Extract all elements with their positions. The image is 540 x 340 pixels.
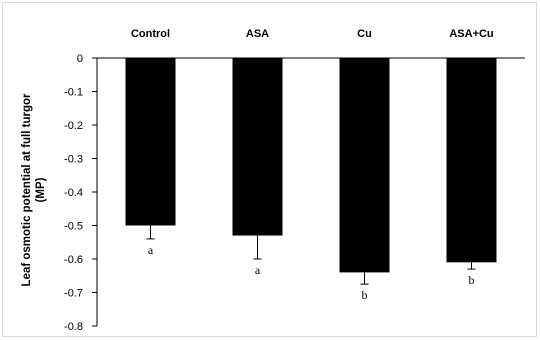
category-label: ASA+Cu [449, 28, 493, 40]
y-tick-label: -0.4 [64, 187, 83, 199]
y-tick-label: -0.2 [64, 120, 83, 132]
bar-cu [339, 58, 390, 273]
significance-letter: a [148, 243, 154, 257]
y-tick-label: -0.1 [64, 87, 83, 99]
category-labels: Control ASA Cu ASA+Cu [131, 28, 494, 40]
category-label: ASA [246, 28, 269, 40]
significance-letter: a [255, 263, 261, 277]
significance-letters: a a b b [148, 243, 475, 302]
bars [125, 58, 497, 273]
y-tick-label: -0.3 [64, 154, 83, 166]
category-label: Cu [357, 28, 372, 40]
error-bars [146, 225, 476, 285]
bar-asa-cu [446, 58, 497, 263]
bar-control [125, 58, 176, 226]
y-tick-label: -0.6 [64, 254, 83, 266]
y-tick-label: 0 [77, 53, 83, 65]
y-tick-label: -0.8 [64, 321, 83, 333]
significance-letter: b [362, 288, 368, 302]
y-axis-label-line2: (MP) [35, 177, 47, 202]
y-tick-label: -0.5 [64, 221, 83, 233]
y-axis-label-line1: Leaf osmotic potential at full turgor [21, 93, 33, 286]
bar-asa [232, 58, 283, 236]
category-label: Control [131, 28, 170, 40]
significance-letter: b [469, 273, 475, 287]
y-axis-ticks: 0 -0.1 -0.2 -0.3 -0.4 -0.5 -0.6 -0.7 -0.8 [64, 53, 97, 333]
y-tick-label: -0.7 [64, 288, 83, 300]
